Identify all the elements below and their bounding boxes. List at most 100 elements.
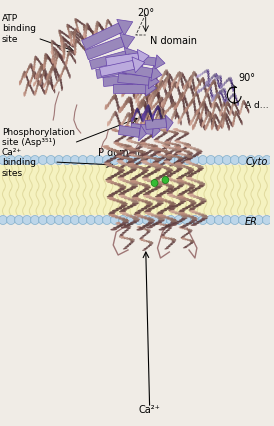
Ellipse shape (162, 132, 168, 134)
Ellipse shape (212, 74, 214, 79)
Ellipse shape (121, 163, 128, 165)
Ellipse shape (164, 83, 166, 89)
Ellipse shape (220, 120, 222, 126)
Ellipse shape (180, 93, 182, 99)
Ellipse shape (217, 93, 219, 98)
Ellipse shape (235, 102, 236, 107)
Ellipse shape (53, 65, 55, 71)
Ellipse shape (175, 169, 182, 171)
Ellipse shape (116, 200, 123, 202)
Ellipse shape (129, 150, 136, 152)
Ellipse shape (188, 82, 190, 88)
Ellipse shape (158, 105, 161, 112)
Ellipse shape (238, 109, 239, 114)
Ellipse shape (60, 74, 61, 79)
Ellipse shape (228, 116, 229, 121)
Ellipse shape (100, 23, 102, 28)
Ellipse shape (159, 82, 161, 88)
Ellipse shape (0, 216, 7, 225)
Ellipse shape (139, 227, 144, 229)
Ellipse shape (30, 79, 32, 84)
Ellipse shape (231, 109, 233, 114)
Ellipse shape (108, 101, 110, 107)
Ellipse shape (188, 168, 194, 170)
Ellipse shape (129, 182, 136, 184)
Ellipse shape (152, 161, 159, 163)
Ellipse shape (144, 78, 146, 84)
Ellipse shape (219, 112, 221, 117)
Ellipse shape (156, 222, 161, 224)
Ellipse shape (116, 154, 122, 156)
Ellipse shape (170, 97, 172, 103)
Ellipse shape (158, 211, 164, 213)
Ellipse shape (131, 108, 134, 115)
Ellipse shape (155, 128, 160, 130)
Ellipse shape (31, 64, 33, 69)
Ellipse shape (46, 55, 47, 60)
Ellipse shape (117, 177, 124, 179)
Ellipse shape (190, 155, 196, 158)
Ellipse shape (26, 74, 27, 78)
Ellipse shape (148, 108, 150, 113)
Ellipse shape (175, 114, 177, 119)
Ellipse shape (218, 106, 220, 111)
Ellipse shape (181, 135, 187, 137)
Polygon shape (146, 80, 156, 96)
Ellipse shape (60, 37, 62, 42)
Ellipse shape (128, 127, 133, 129)
Ellipse shape (155, 197, 162, 199)
Ellipse shape (183, 92, 184, 98)
Ellipse shape (215, 73, 217, 78)
Ellipse shape (182, 225, 189, 226)
Ellipse shape (130, 178, 136, 181)
Ellipse shape (175, 105, 176, 110)
Ellipse shape (199, 198, 205, 200)
Ellipse shape (153, 149, 160, 151)
Ellipse shape (168, 130, 173, 132)
Ellipse shape (165, 90, 167, 96)
Ellipse shape (150, 69, 152, 75)
Ellipse shape (159, 215, 166, 217)
Ellipse shape (44, 71, 46, 76)
Ellipse shape (54, 67, 55, 73)
Ellipse shape (105, 27, 107, 32)
Ellipse shape (48, 55, 49, 60)
Ellipse shape (162, 100, 164, 105)
Ellipse shape (230, 106, 232, 111)
Ellipse shape (201, 77, 203, 82)
Ellipse shape (226, 119, 228, 125)
Ellipse shape (138, 82, 140, 87)
Ellipse shape (126, 225, 131, 227)
Ellipse shape (117, 104, 119, 110)
Ellipse shape (214, 96, 216, 100)
Ellipse shape (67, 28, 70, 32)
Ellipse shape (196, 91, 198, 96)
Ellipse shape (147, 136, 153, 138)
Ellipse shape (129, 238, 133, 240)
Ellipse shape (165, 145, 170, 147)
Ellipse shape (185, 190, 191, 191)
Ellipse shape (137, 215, 144, 218)
Ellipse shape (73, 51, 75, 56)
Ellipse shape (170, 93, 172, 99)
Ellipse shape (157, 214, 164, 216)
Ellipse shape (176, 179, 182, 181)
Ellipse shape (114, 173, 121, 175)
Ellipse shape (40, 79, 42, 83)
Ellipse shape (53, 63, 55, 68)
Ellipse shape (40, 82, 41, 87)
Ellipse shape (230, 95, 232, 100)
Ellipse shape (100, 24, 101, 29)
Ellipse shape (64, 64, 66, 69)
Ellipse shape (130, 168, 137, 170)
Ellipse shape (62, 49, 65, 54)
Ellipse shape (162, 115, 164, 121)
Ellipse shape (15, 155, 23, 164)
Ellipse shape (179, 95, 181, 101)
Ellipse shape (118, 107, 121, 114)
Ellipse shape (39, 69, 41, 74)
Ellipse shape (156, 106, 158, 111)
Ellipse shape (126, 171, 133, 173)
Ellipse shape (175, 161, 182, 163)
Ellipse shape (127, 83, 129, 89)
